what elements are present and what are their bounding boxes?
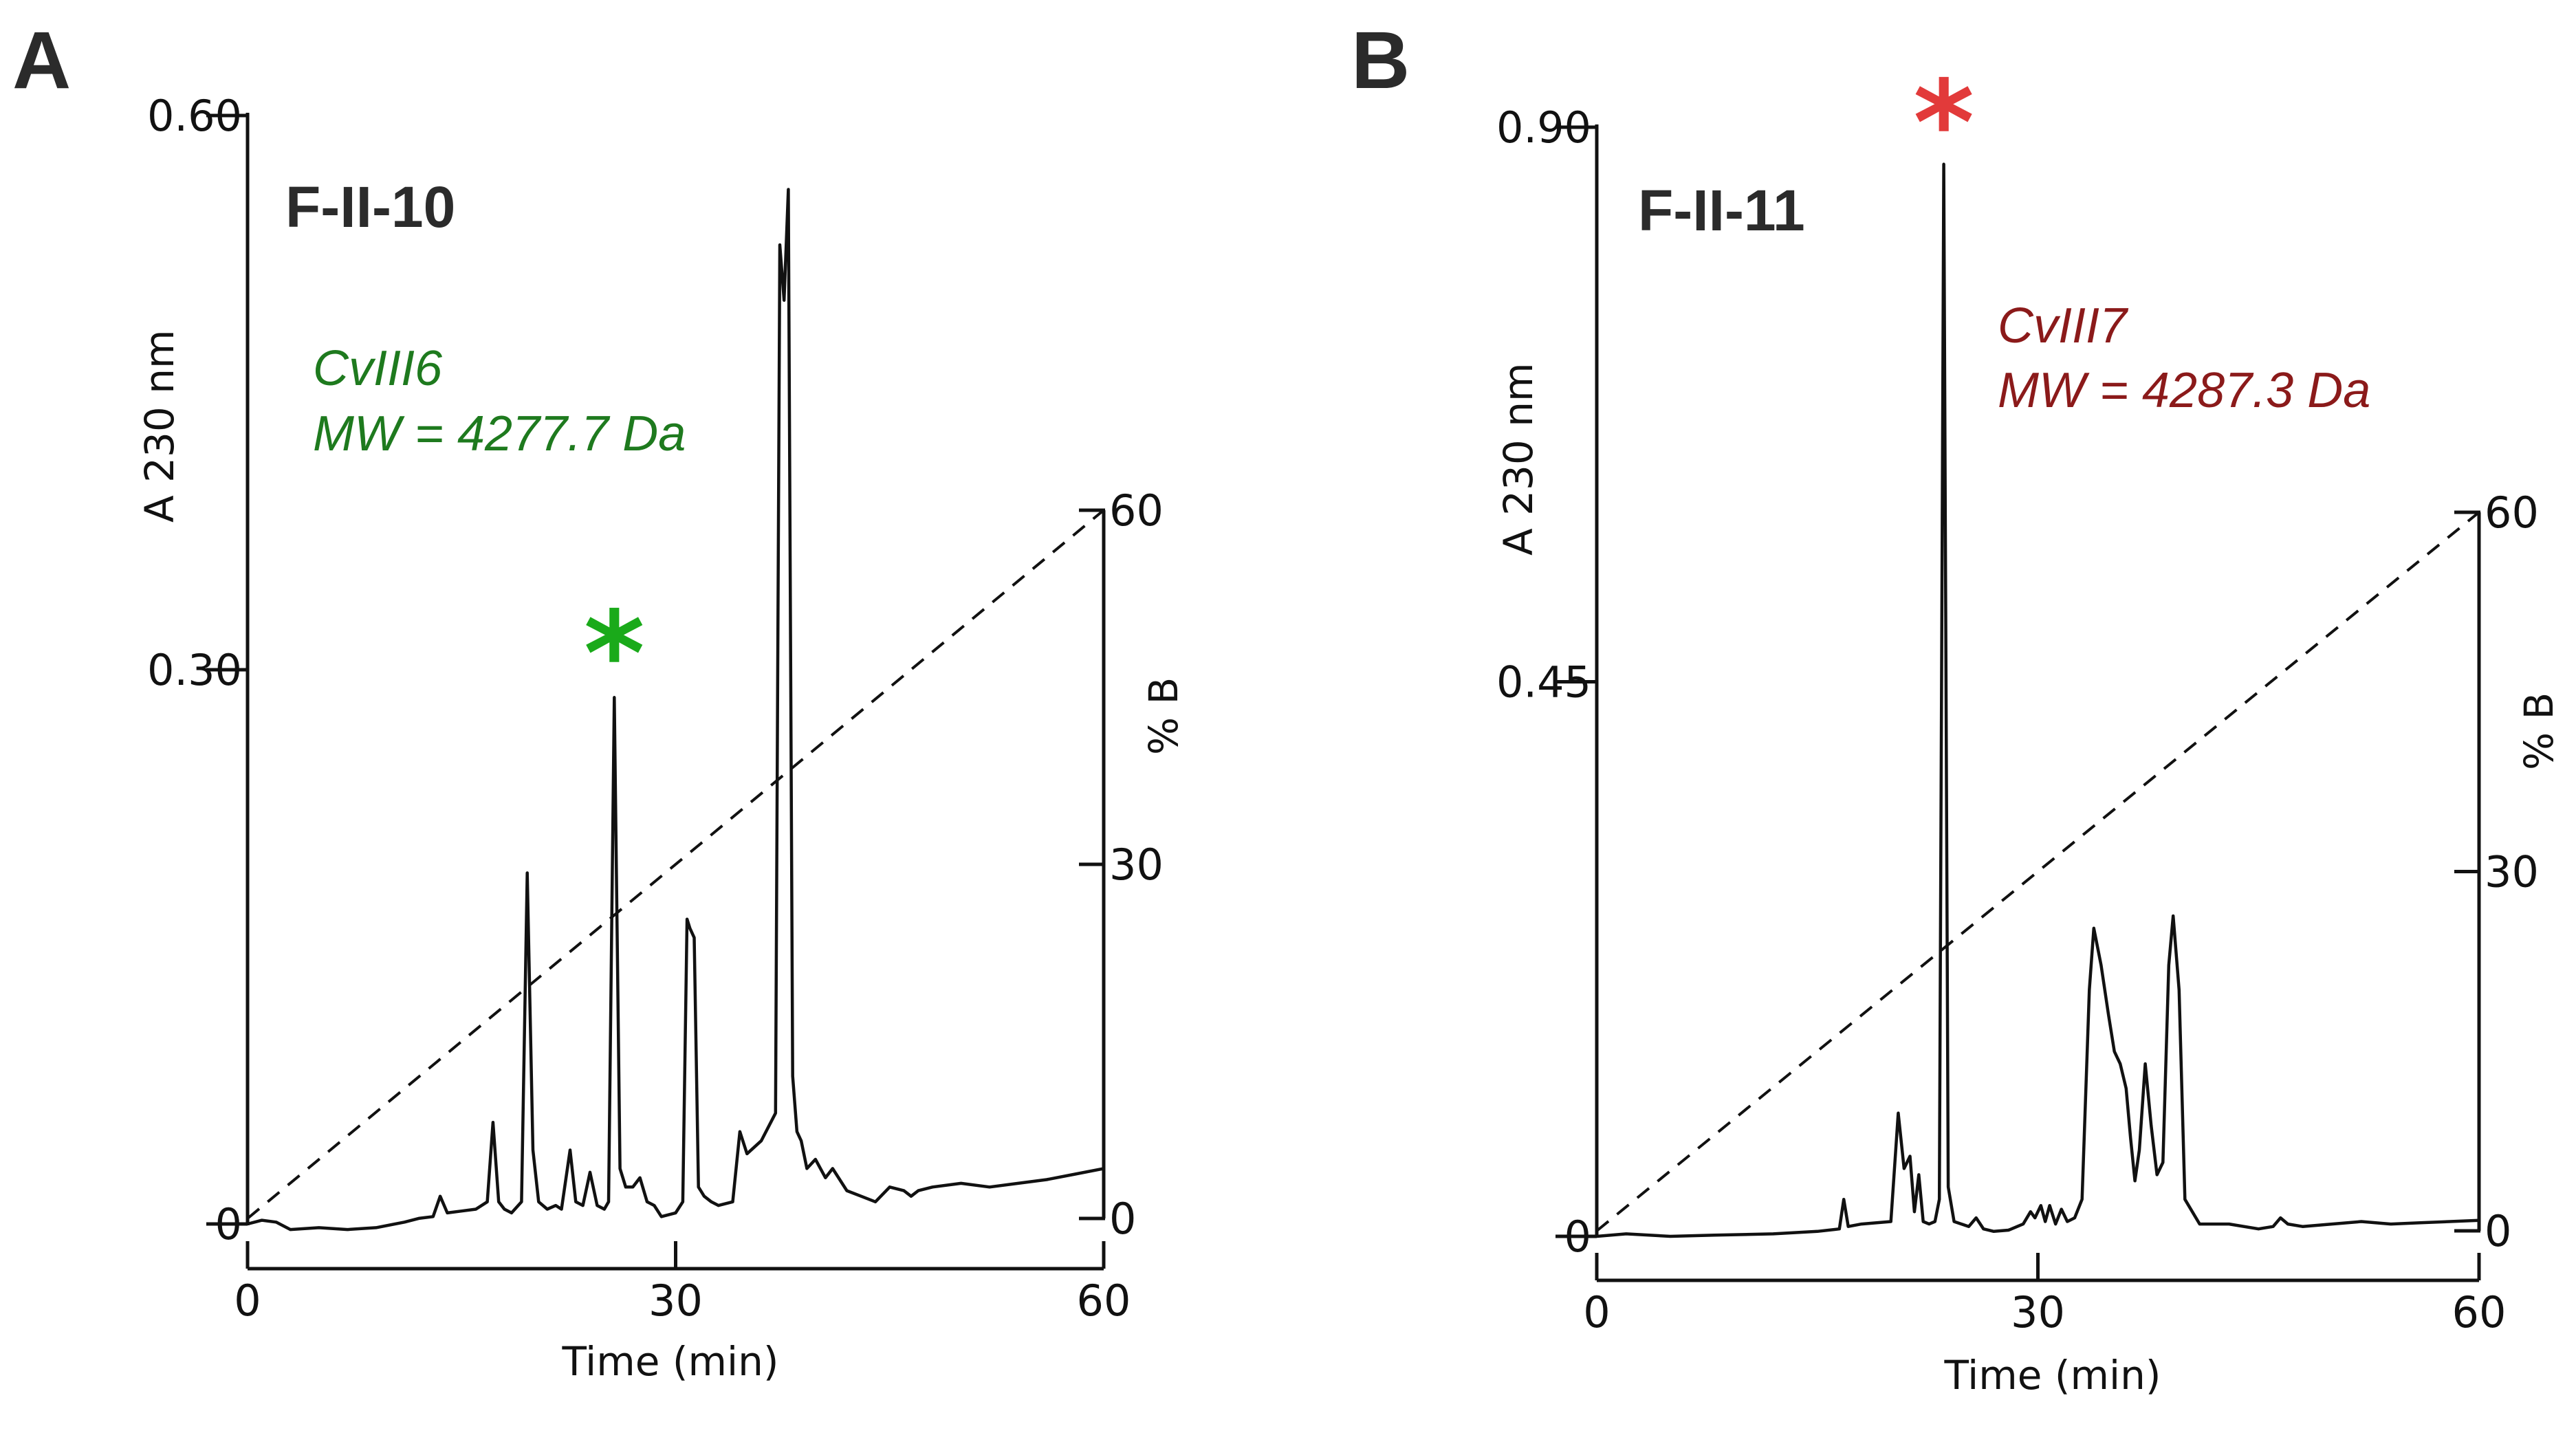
y2-axis-label-a: % B: [1140, 677, 1187, 755]
compound-name-a: CvIII6: [313, 341, 443, 396]
y-tick-label-b: 0.45: [1496, 657, 1591, 708]
y-tick-label-a: 0.30: [147, 645, 242, 695]
y-axis-label-b: A 230 nm: [1495, 362, 1542, 556]
molecular-weight-a: MW = 4277.7 Da: [313, 406, 686, 461]
x-tick-label-b: 0: [1583, 1287, 1610, 1337]
x-tick-label-a: 30: [648, 1276, 703, 1326]
y2-tick-label-b: 30: [2485, 847, 2539, 897]
y-axis-label-a: A 230 nm: [136, 329, 183, 523]
gradient-line-b: [1595, 511, 2480, 1232]
x-tick-label-b: 60: [2452, 1287, 2507, 1337]
y2-tick-label-b: 0: [2485, 1206, 2511, 1256]
panel-label-a: A: [12, 15, 71, 106]
chart-title-a: F-II-10: [285, 175, 455, 239]
y2-axis-label-b: % B: [2515, 692, 2562, 770]
chart-panel-a: A F-II-10 CvIII6 MW = 4277.7 Da * A 230 …: [12, 15, 1187, 1385]
x-tick-label-a: 0: [234, 1276, 261, 1326]
y-tick-label-a: 0: [215, 1199, 242, 1249]
panel-label-b: B: [1351, 15, 1410, 106]
compound-name-b: CvIII7: [1998, 298, 2129, 353]
gradient-line-a: [246, 509, 1105, 1220]
y-tick-label-b: 0.90: [1496, 102, 1591, 153]
x-tick-label-b: 30: [2011, 1287, 2065, 1337]
molecular-weight-b: MW = 4287.3 Da: [1998, 363, 2370, 418]
x-tick-label-a: 60: [1077, 1276, 1131, 1326]
chart-title-b: F-II-11: [1638, 178, 1805, 243]
y2-tick-label-a: 30: [1109, 840, 1164, 890]
y2-tick-label-a: 60: [1109, 485, 1164, 536]
y2-tick-label-a: 0: [1109, 1194, 1136, 1244]
y-tick-label-b: 0: [1564, 1212, 1591, 1262]
y-tick-label-a: 0.60: [147, 91, 242, 141]
chart-panel-b: B F-II-11 CvIII7 MW = 4287.3 Da * A 230 …: [1351, 15, 2562, 1399]
x-axis-label-b: Time (min): [1943, 1352, 2161, 1399]
y2-tick-label-b: 60: [2485, 488, 2539, 538]
chromatogram-trace-b: [1596, 162, 2480, 1238]
x-axis-label-a: Time (min): [561, 1338, 778, 1385]
chromatogram-trace-a: [247, 188, 1104, 1232]
